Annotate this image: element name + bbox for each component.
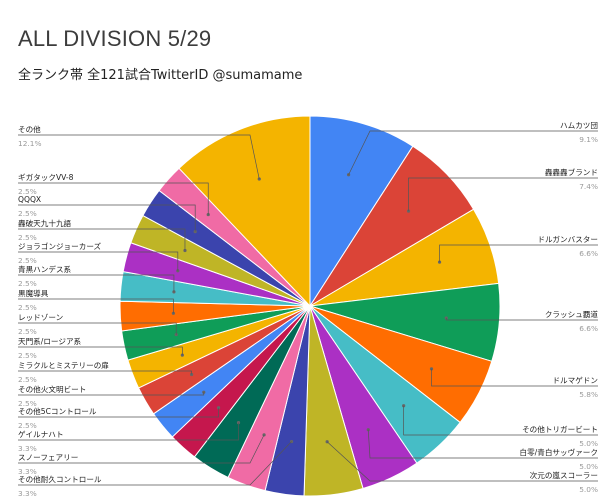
label-leader-line xyxy=(18,407,219,418)
slice-percent-label: 5.0% xyxy=(579,485,598,494)
label-leader-line xyxy=(18,370,192,375)
slice-percent-label: 2.5% xyxy=(18,233,37,242)
slice-label: ゲイルナハト xyxy=(18,430,64,439)
slice-label: その他5Cコントロール xyxy=(18,406,97,416)
slice-percent-label: 9.1% xyxy=(579,135,598,144)
label-leader-line xyxy=(348,130,598,175)
slice-label: ジョラゴンジョーカーズ xyxy=(18,241,102,251)
slice-label: 轟破天九十九語 xyxy=(18,218,72,228)
label-leader-line xyxy=(326,441,598,482)
label-leader-line xyxy=(18,298,174,314)
slice-percent-label: 6.6% xyxy=(579,249,598,258)
label-leader-line xyxy=(367,429,598,459)
label-leader-line xyxy=(18,251,179,271)
slice-percent-label: 2.5% xyxy=(18,421,37,430)
slice-percent-label: 6.6% xyxy=(579,324,598,333)
slice-label: 轟轟轟ブランド xyxy=(545,167,598,177)
slice-label: 白零/青白サッヴァーク xyxy=(520,447,599,457)
slice-label: ドルガンバスター xyxy=(537,234,598,244)
label-leader-line xyxy=(18,434,265,464)
label-leader-line xyxy=(403,405,598,436)
label-leader-line xyxy=(18,228,186,251)
label-leader-line xyxy=(18,204,196,232)
slice-percent-label: 5.0% xyxy=(579,439,598,448)
slice-label: スノーフェアリー xyxy=(18,453,78,462)
label-leader-line xyxy=(439,244,598,263)
slice-label: 次元の嵐スコーラー xyxy=(530,470,598,480)
slice-percent-label: 2.5% xyxy=(18,256,37,265)
slice-percent-label: 2.5% xyxy=(18,351,37,360)
label-leader-line xyxy=(18,134,260,180)
slice-percent-label: 3.3% xyxy=(18,467,37,476)
chart-title: ALL DIVISION 5/29 xyxy=(18,26,212,51)
slice-label: 天門系/ロージア系 xyxy=(18,336,82,346)
slice-label: その他 xyxy=(18,124,41,134)
label-leader-line xyxy=(18,274,175,292)
slice-percent-label: 12.1% xyxy=(18,139,41,148)
slice-percent-label: 3.3% xyxy=(18,489,37,498)
chart-subtitle: 全ランク帯 全121試合TwitterID @sumamame xyxy=(18,68,303,83)
slice-percent-label: 2.5% xyxy=(18,209,37,218)
slice-percent-label: 7.4% xyxy=(579,182,598,191)
slice-percent-label: 2.5% xyxy=(18,375,37,384)
slice-percent-label: 2.5% xyxy=(18,279,37,288)
label-leader-line xyxy=(18,392,205,396)
label-leader-line xyxy=(431,368,598,387)
slice-label: レッドゾーン xyxy=(18,313,63,322)
slice-percent-label: 5.0% xyxy=(579,462,598,471)
label-leader-line xyxy=(18,182,209,215)
slice-label: その他トリガービート xyxy=(522,424,598,434)
slice-percent-label: 3.3% xyxy=(18,444,37,453)
slice-percent-label: 5.8% xyxy=(579,390,598,399)
label-leader-line xyxy=(18,422,239,441)
slice-percent-label: 2.5% xyxy=(18,399,37,408)
slice-label: QQQX xyxy=(18,195,41,204)
slice-label: その他火文明ビート xyxy=(18,384,86,394)
pie-slice xyxy=(178,115,311,308)
label-leader-line xyxy=(445,318,598,321)
label-leader-line xyxy=(18,346,183,356)
slice-label: ドルマゲドン xyxy=(552,376,598,385)
pie-slice xyxy=(309,115,414,308)
slice-label: ハムカツ団 xyxy=(560,121,598,130)
slice-percent-label: 2.5% xyxy=(18,187,37,196)
slice-label: ギガタックVV-8 xyxy=(18,172,74,182)
slice-percent-label: 2.5% xyxy=(18,303,37,312)
label-leader-line xyxy=(408,177,598,212)
slice-label: 黒魔導具 xyxy=(18,288,49,298)
slice-label: その他耐久コントロール xyxy=(18,474,102,484)
slice-label: クラッシュ覇道 xyxy=(545,309,599,319)
slice-label: 青黒ハンデス系 xyxy=(18,264,72,274)
label-leader-line xyxy=(18,441,292,486)
label-leader-line xyxy=(18,322,177,335)
slice-percent-label: 2.5% xyxy=(18,327,37,336)
slice-label: ミラクルとミステリーの扉 xyxy=(18,360,109,370)
